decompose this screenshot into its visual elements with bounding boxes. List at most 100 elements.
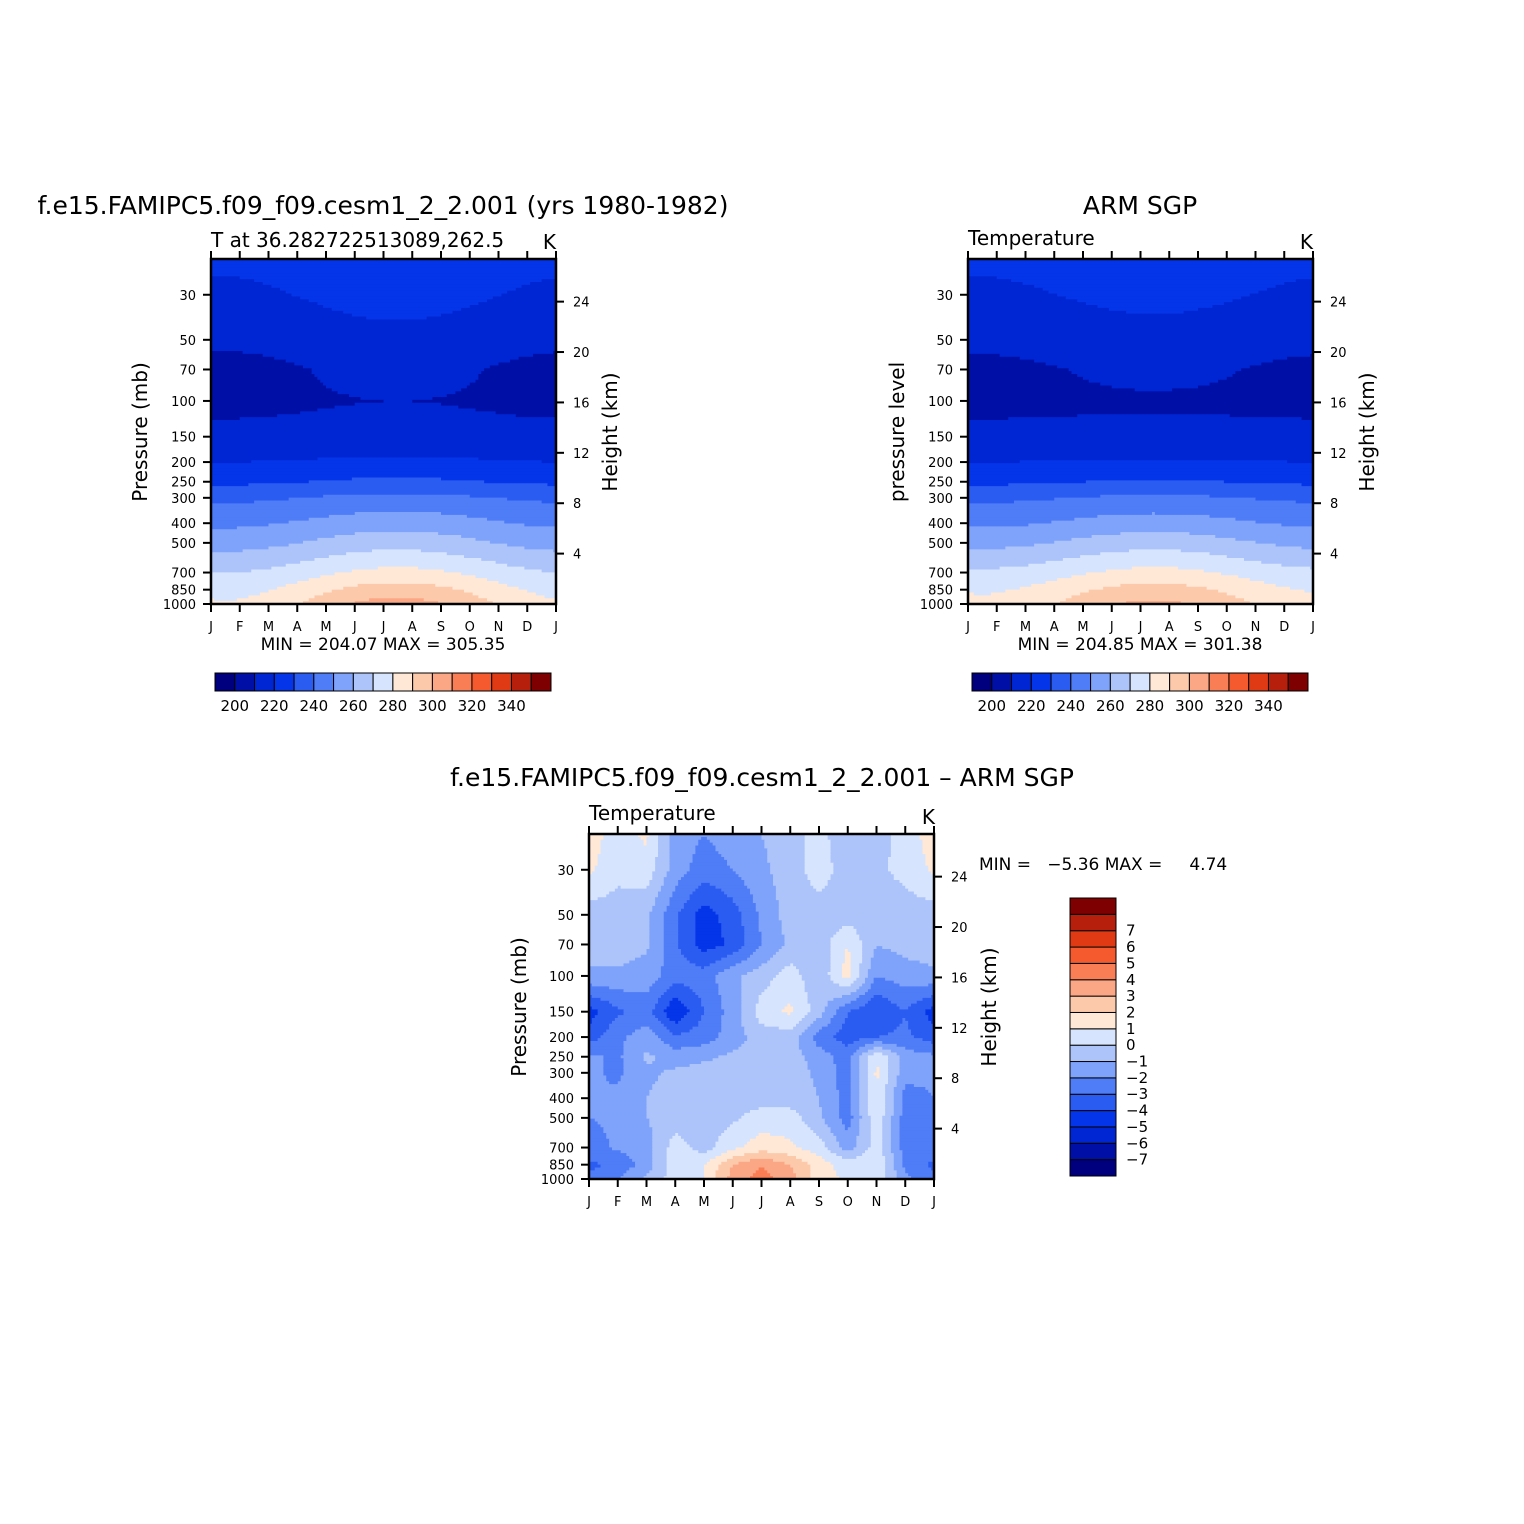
contour-cell <box>652 1156 668 1160</box>
contour-cell <box>922 842 935 847</box>
contour-cell <box>669 1138 685 1143</box>
contour-cell <box>796 1110 823 1114</box>
contour-cell <box>678 926 696 930</box>
contour-cell <box>709 839 765 844</box>
contour-cell <box>790 1003 811 1008</box>
colorbar-box <box>1267 672 1289 692</box>
contour-cell <box>870 1133 883 1137</box>
contour-cell <box>816 1041 843 1045</box>
contour-cell <box>589 1110 648 1114</box>
contour-cell <box>211 259 557 263</box>
contour-cell <box>1057 578 1251 582</box>
contour-cell <box>968 310 1127 315</box>
contour-cell <box>870 1130 883 1134</box>
contour-cell <box>801 1115 823 1120</box>
contour-cell <box>706 1161 722 1166</box>
contour-cell <box>541 279 557 283</box>
contour-cell <box>890 1138 901 1143</box>
contour-cell <box>842 1023 901 1028</box>
contour-cell <box>787 1153 817 1157</box>
contour-cell <box>770 957 832 962</box>
contour-cell <box>663 911 679 916</box>
contour-cell <box>288 520 505 525</box>
contour-cell <box>752 897 777 901</box>
contour-cell <box>741 877 774 881</box>
contour-cell <box>589 903 656 907</box>
contour-cell <box>804 834 829 838</box>
contour-cell <box>211 463 557 467</box>
contour-cell <box>729 1124 809 1128</box>
contour-cell <box>1235 537 1314 542</box>
contour-cell <box>859 1107 869 1111</box>
contour-cell <box>865 1003 898 1008</box>
contour-cell <box>968 457 1314 461</box>
contour-cell <box>727 894 754 898</box>
contour-cell <box>211 302 318 306</box>
contour-cell <box>968 451 1314 456</box>
contour-cell <box>589 1101 648 1105</box>
contour-cell <box>968 325 1314 329</box>
contour-cell <box>801 977 832 982</box>
contour-cell <box>807 1161 832 1166</box>
contour-cell <box>968 431 1314 435</box>
contour-cell <box>787 1012 791 1016</box>
contour-cell <box>652 1084 814 1088</box>
contour-cell <box>732 897 754 901</box>
contour-cell <box>455 391 557 395</box>
colorbar-label: 280 <box>379 697 408 715</box>
contour-cell <box>721 1018 742 1022</box>
contour-cell <box>850 1101 860 1105</box>
contour-cell <box>1206 586 1291 591</box>
contour-cell <box>712 908 740 913</box>
contour-cell <box>859 1038 924 1042</box>
contour-cell <box>211 385 327 389</box>
contour-cell <box>882 1127 892 1131</box>
contour-cell <box>484 480 557 484</box>
contour-cell <box>718 1135 757 1140</box>
contour-cell <box>211 514 330 519</box>
contour-cell <box>836 1069 852 1074</box>
contour-cell <box>589 1130 604 1134</box>
contour-cell <box>873 1046 883 1051</box>
contour-cell <box>968 385 1113 389</box>
contour-cell <box>968 319 1314 323</box>
contour-cell <box>727 1127 811 1131</box>
contour-cell <box>1071 575 1239 579</box>
contour-cell <box>902 1156 935 1160</box>
contour-cell <box>303 365 491 369</box>
contour-cell <box>896 951 935 956</box>
contour-cell <box>999 566 1133 571</box>
contour-cell <box>481 371 557 375</box>
contour-cell <box>836 1084 852 1088</box>
contour-cell <box>715 974 742 979</box>
contour-cell <box>1229 414 1314 418</box>
contour-cell <box>655 857 671 861</box>
contour-cell <box>807 877 832 881</box>
contour-cell <box>968 506 1314 510</box>
contour-cell <box>589 940 650 944</box>
contour-cell <box>658 836 671 841</box>
contour-cell <box>744 937 763 941</box>
contour-cell <box>850 1098 860 1102</box>
contour-cell <box>905 885 935 890</box>
contour-cell <box>242 549 373 553</box>
contour-cell <box>1284 282 1314 286</box>
contour-cell <box>859 1061 869 1065</box>
contour-cell <box>268 589 333 594</box>
contour-cell <box>885 1095 895 1100</box>
contour-cell <box>804 839 832 844</box>
contour-cell <box>1232 374 1314 378</box>
contour-cell <box>1295 279 1314 283</box>
contour-cell <box>867 1000 892 1005</box>
contour-cell <box>842 1156 857 1160</box>
contour-cell <box>663 882 679 887</box>
contour-cell <box>464 555 557 559</box>
colorbar-box <box>1050 672 1072 692</box>
contour-cell <box>239 417 557 421</box>
contour-cell <box>836 1072 852 1077</box>
contour-plot: J F M A M J J A S O N D J305070100150200250300400500… <box>541 826 968 1210</box>
contour-cell <box>741 1018 760 1022</box>
contour-cell <box>649 1026 668 1031</box>
contour-cell <box>658 1075 811 1079</box>
contour-cell <box>589 1095 648 1100</box>
